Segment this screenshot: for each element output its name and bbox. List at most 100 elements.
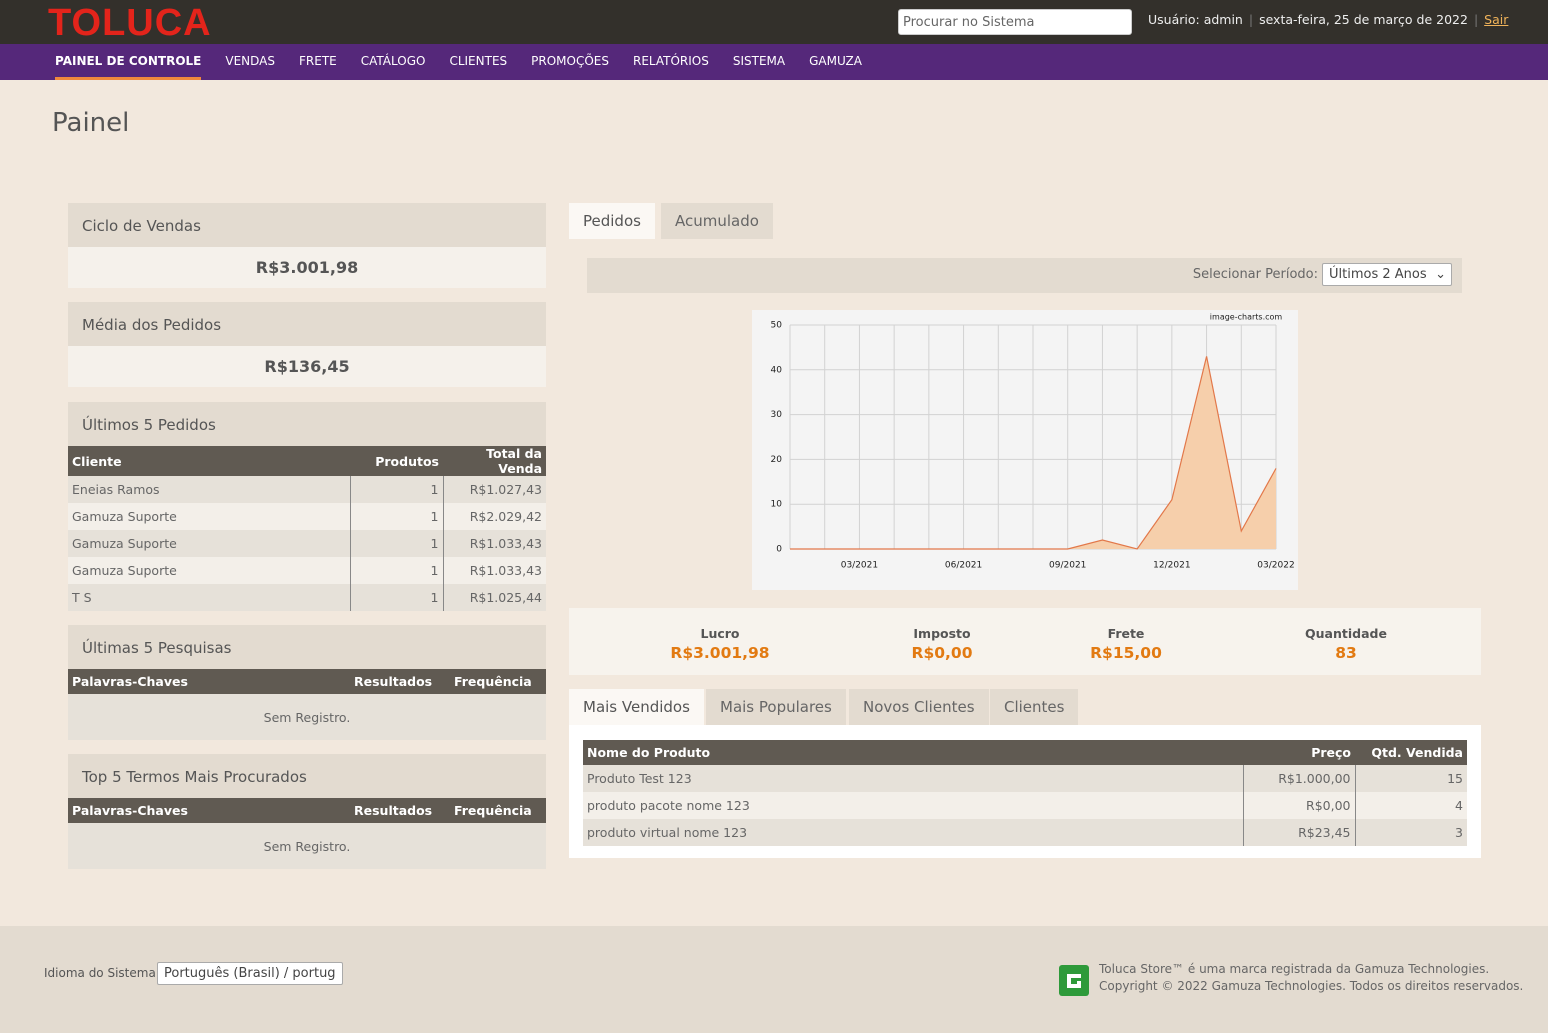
footer: Idioma do Sistema: Português (Brasil) / …	[0, 926, 1548, 1033]
line	[790, 356, 1277, 550]
stat: Quantidade 83	[1246, 626, 1446, 662]
gamuza-icon	[1059, 965, 1089, 996]
nav-bar: PAINEL DE CONTROLE VENDAS FRETE CATÁLOGO CLI…	[0, 44, 1548, 80]
column-header: Resultados	[350, 798, 450, 823]
tab[interactable]: Clientes	[990, 689, 1079, 725]
tab[interactable]: Acumulado	[661, 203, 773, 239]
header-row: Palavras-Chaves Resultados Frequência	[68, 798, 546, 823]
panel-value: R$136,45	[68, 346, 546, 387]
cell: Gamuza Suporte	[68, 557, 350, 584]
products-table: Nome do Produto Preço Qtd. Vendida Produto …	[583, 740, 1467, 846]
cell: 1	[349, 476, 443, 503]
table-row: Eneias Ramos 1 R$1.027,43	[68, 476, 546, 503]
searches-table: Palavras-Chaves Resultados Frequência Sem R…	[68, 669, 546, 740]
language-select[interactable]: Português (Brasil) / portug	[157, 962, 343, 985]
empty-cell: Sem Registro.	[68, 823, 546, 869]
y-tick-label: 50	[771, 321, 783, 331]
nav-item[interactable]: CATÁLOGO	[360, 54, 426, 68]
stat-label: Quantidade	[1305, 626, 1387, 641]
cell: produto virtual nome 123	[583, 819, 1243, 846]
nav-item[interactable]: CLIENTES	[449, 54, 508, 68]
cell: 1	[349, 530, 443, 557]
date: sexta-feira, 25 de março de 2022	[1259, 12, 1468, 27]
column-header: Resultados	[350, 669, 450, 694]
nav-item[interactable]: PAINEL DE CONTROLE	[55, 44, 202, 80]
empty-cell: Sem Registro.	[68, 694, 546, 740]
cell: Gamuza Suporte	[68, 503, 350, 530]
tab[interactable]: Mais Populares	[706, 689, 846, 725]
stat: Lucro R$3.001,98	[620, 626, 820, 662]
tab[interactable]: Novos Clientes	[849, 689, 989, 725]
header-row: Cliente Produtos Total da Venda	[68, 446, 546, 476]
cell: 1	[349, 503, 443, 530]
language-label: Idioma do Sistema:	[44, 966, 160, 980]
cell: Eneias Ramos	[68, 476, 350, 503]
y-tick-label: 0	[776, 545, 782, 555]
tab[interactable]: Pedidos	[569, 203, 655, 239]
cell: 3	[1354, 819, 1467, 846]
table-row: Sem Registro.	[68, 694, 546, 740]
cell: 4	[1354, 792, 1467, 819]
column-header: Nome do Produto	[583, 740, 1243, 765]
stat-label: Imposto	[913, 626, 971, 641]
left-column: Ciclo de Vendas R$3.001,98 Média dos Ped…	[68, 203, 546, 869]
logout-link[interactable]: Sair	[1484, 12, 1509, 27]
column-header: Palavras-Chaves	[68, 798, 350, 823]
panel-title: Ciclo de Vendas	[68, 203, 546, 247]
stats-box	[569, 608, 1481, 675]
column-header: Preço	[1243, 740, 1355, 765]
user-bar: Usuário: admin | sexta-feira, 25 de março …	[1148, 12, 1509, 27]
column-header: Palavras-Chaves	[68, 669, 350, 694]
stat-label: Frete	[1107, 626, 1145, 641]
nav-item[interactable]: RELATÓRIOS	[633, 54, 709, 68]
area	[790, 356, 1276, 549]
y-tick-label: 20	[771, 455, 783, 465]
cell: R$2.029,42	[442, 503, 546, 530]
y-tick-label: 10	[771, 500, 783, 510]
stat-label: Lucro	[700, 626, 740, 641]
nav-item[interactable]: FRETE	[299, 54, 337, 68]
cell: T S	[68, 584, 350, 611]
header-row: Palavras-Chaves Resultados Frequência	[68, 669, 546, 694]
cell: Gamuza Suporte	[68, 530, 350, 557]
table-row: produto pacote nome 123 R$0,00 4	[583, 792, 1467, 819]
column-header: Total da Venda	[443, 446, 546, 476]
user: Usuário: admin	[1148, 12, 1243, 27]
watermark: image-charts.com	[1210, 313, 1283, 322]
header-row: Nome do Produto Preço Qtd. Vendida	[583, 740, 1467, 765]
stat: Frete R$15,00	[1026, 626, 1226, 662]
x-tick-label: 12/2021	[1153, 561, 1190, 571]
stat-value: R$3.001,98	[670, 644, 770, 662]
chart: image-charts.com 03/2021 06/2021 09/2021 12/…	[752, 310, 1298, 590]
table-row: Sem Registro.	[68, 823, 546, 869]
x-tick-label: 09/2021	[1049, 561, 1086, 571]
nav-item[interactable]: VENDAS	[225, 54, 275, 68]
stat-value: R$15,00	[1090, 644, 1162, 662]
table-row: Gamuza Suporte 1 R$2.029,42	[68, 503, 546, 530]
panel-title: Média dos Pedidos	[68, 302, 546, 346]
column-header: Frequência	[450, 669, 546, 694]
cell: produto pacote nome 123	[583, 792, 1243, 819]
cell: R$23,45	[1242, 819, 1355, 846]
copyright: Copyright © 2022 Gamuza Technologies. To…	[1099, 979, 1524, 993]
terms-table: Palavras-Chaves Resultados Frequência Sem R…	[68, 798, 546, 869]
cell: R$1.025,44	[442, 584, 546, 611]
cell: R$1.000,00	[1242, 765, 1355, 792]
nav-item[interactable]: GAMUZA	[809, 54, 862, 68]
search-input[interactable]: Procurar no Sistema	[898, 9, 1132, 35]
period-label: Selecionar Período:	[1192, 267, 1318, 282]
column-header: Cliente	[68, 446, 350, 476]
logo[interactable]: TOLUCA	[48, 2, 212, 44]
period-select[interactable]: Últimos 2 Anos ⌄	[1322, 263, 1452, 286]
column-header: Frequência	[450, 798, 546, 823]
products-box: Nome do Produto Preço Qtd. Vendida Produto …	[569, 725, 1481, 858]
x-tick-label: 06/2021	[945, 561, 982, 571]
table-row: Gamuza Suporte 1 R$1.033,43	[68, 557, 546, 584]
nav-item[interactable]: SISTEMA	[732, 54, 786, 68]
table-row: Produto Test 123 R$1.000,00 15	[583, 765, 1467, 792]
cell: Produto Test 123	[583, 765, 1243, 792]
nav-item[interactable]: PROMOÇÕES	[531, 54, 609, 68]
tab[interactable]: Mais Vendidos	[569, 689, 704, 725]
